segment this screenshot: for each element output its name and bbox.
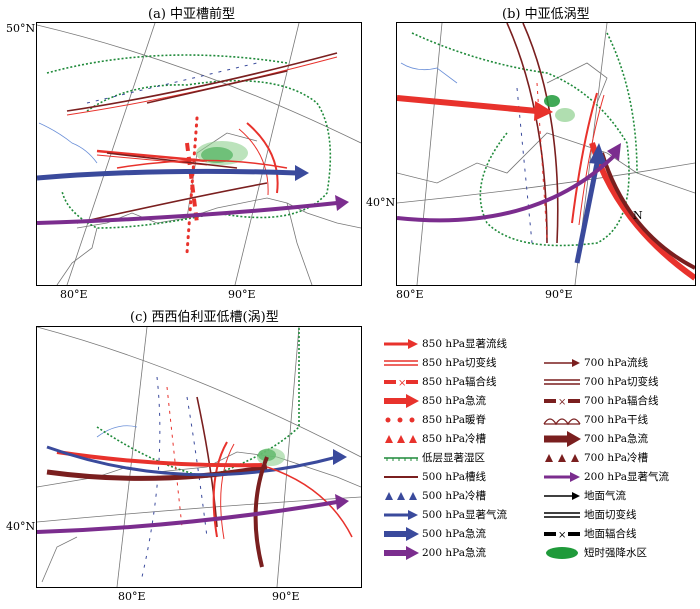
panel-c-title: (c) 西西伯利亚低槽(涡)型 bbox=[130, 310, 279, 325]
panel-a-title: (a) 中亚槽前型 bbox=[148, 7, 236, 22]
panel-c-lat-label: 40°N bbox=[6, 520, 36, 533]
panel-a-lat-label: 50°N bbox=[6, 22, 36, 35]
svg-text:×: × bbox=[558, 530, 566, 541]
panel-a-canvas bbox=[37, 23, 361, 285]
panel-b-lon-label-1: 80°E bbox=[396, 288, 424, 301]
panel-b-map: N bbox=[396, 22, 696, 286]
panel-b-lat-label: 40°N bbox=[366, 196, 396, 209]
panel-b-title: (b) 中亚低涡型 bbox=[502, 7, 590, 22]
panel-a-map bbox=[36, 22, 362, 286]
panel-a-lon-label-2: 90°E bbox=[228, 288, 256, 301]
panel-c-map bbox=[36, 326, 362, 588]
panel-c-lon-label-2: 90°E bbox=[272, 590, 300, 603]
panel-b-canvas bbox=[397, 23, 695, 285]
svg-text:×: × bbox=[558, 397, 566, 408]
panel-b-lon-label-2: 90°E bbox=[545, 288, 573, 301]
panel-c-canvas bbox=[37, 327, 361, 587]
panel-b-annotation: N bbox=[633, 209, 643, 222]
panel-a-lon-label-1: 80°E bbox=[60, 288, 88, 301]
panel-c-lon-label-1: 80°E bbox=[118, 590, 146, 603]
svg-text:×: × bbox=[398, 378, 406, 389]
